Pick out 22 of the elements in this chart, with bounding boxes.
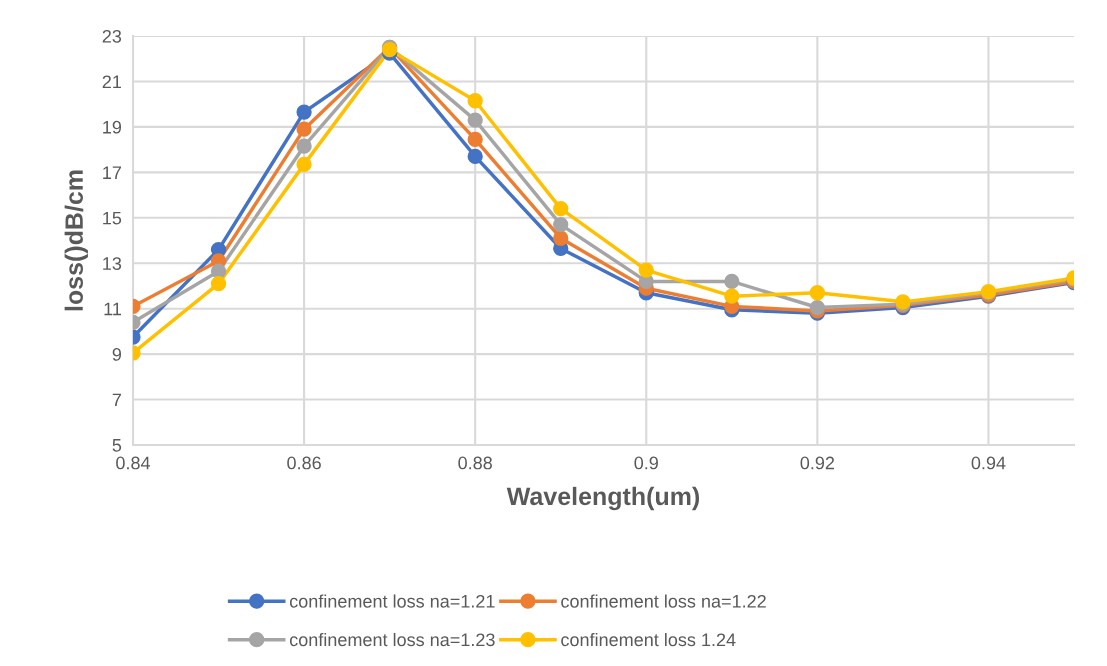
legend-label: confinement loss na=1.21 — [289, 594, 495, 608]
x-tick-label: 0.94 — [971, 456, 1006, 470]
x-tick-label: 0.88 — [458, 456, 492, 470]
y-tick-label: 21 — [102, 75, 122, 88]
legend-label: confinement loss na=1.22 — [561, 594, 766, 608]
y-tick-label: 5 — [112, 439, 122, 452]
y-tick-label: 23 — [102, 29, 122, 43]
y-tick-label: 17 — [103, 166, 121, 179]
x-tick-label: 0.9 — [634, 456, 658, 470]
y-tick-label: 19 — [103, 120, 122, 134]
y-tick-label: 7 — [112, 393, 121, 407]
x-tick-label: 0.92 — [800, 456, 835, 470]
x-tick-label: 0.84 — [116, 456, 151, 470]
y-tick-label: 15 — [103, 211, 122, 225]
y-tick-label: 11 — [104, 302, 122, 316]
x-tick-label: 0.86 — [287, 456, 321, 470]
legend-label: confinement loss 1.24 — [561, 632, 736, 647]
legend-label: confinement loss na=1.23 — [289, 632, 495, 647]
x-axis-title: Wavelength(um) — [506, 486, 700, 511]
y-tick-label: 13 — [103, 257, 122, 270]
y-tick-label: 9 — [112, 348, 122, 361]
y-axis-title: loss()dB/cm — [64, 170, 88, 311]
